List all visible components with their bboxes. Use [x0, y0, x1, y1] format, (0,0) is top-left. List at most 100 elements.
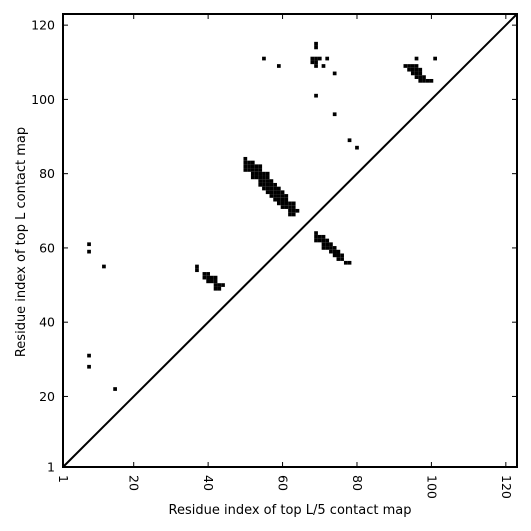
contact-point-l5: [195, 264, 199, 269]
contact-point-l: [291, 205, 296, 209]
contact-point-l: [250, 171, 255, 176]
contact-point-l: [265, 182, 270, 187]
contact-point-l: [332, 71, 337, 76]
contact-point-l5: [317, 238, 322, 243]
contact-point-l: [418, 78, 423, 83]
contact-point-l: [276, 194, 281, 198]
contact-point-l: [254, 175, 259, 180]
contact-point-l5: [321, 246, 326, 250]
contact-point-l: [284, 201, 289, 206]
contact-point-l: [280, 201, 285, 206]
y-tick-label: 20: [39, 389, 55, 404]
contact-point-l: [407, 64, 411, 68]
contact-point-l5: [332, 246, 337, 250]
y-tick-label: 1: [47, 460, 55, 475]
contact-point-l: [403, 64, 408, 68]
contact-point-l: [410, 67, 415, 72]
contact-point-l: [265, 175, 270, 180]
x-tick-label: 1: [56, 475, 71, 483]
contact-point-l: [269, 186, 274, 191]
contact-point-l: [276, 64, 281, 68]
x-tick-label: 120: [499, 475, 514, 499]
contact-point-l: [243, 168, 248, 172]
contact-point-l: [314, 64, 318, 68]
contact-point-l: [414, 71, 419, 76]
contact-point-l5: [217, 283, 222, 287]
contact-point-l: [258, 164, 263, 169]
contact-point-l: [273, 190, 277, 195]
contact-point-l: [276, 190, 281, 195]
contact-point-l5: [325, 238, 330, 243]
y-tick-label: 100: [31, 92, 55, 107]
contact-point-l: [288, 208, 292, 213]
contact-point-l: [291, 201, 296, 206]
contact-point-l: [433, 56, 437, 61]
contact-point-l5: [206, 272, 210, 276]
contact-point-l: [262, 186, 266, 191]
contact-point-l: [422, 78, 426, 83]
contact-point-l5: [213, 283, 218, 287]
contact-point-l5: [113, 387, 117, 391]
contact-point-l: [254, 171, 259, 176]
y-axis-title: Residue index of top L contact map: [14, 127, 29, 357]
contact-point-l: [269, 194, 274, 198]
contact-point-l5: [325, 246, 330, 250]
contact-point-l: [273, 194, 277, 198]
contact-point-l: [325, 56, 330, 61]
x-axis-title: Residue index of top L/5 contact map: [169, 503, 412, 518]
contact-point-l5: [325, 242, 330, 247]
y-tick-label: 120: [31, 18, 55, 33]
contact-point-l: [314, 60, 318, 65]
contact-point-l: [265, 190, 270, 195]
contact-point-l: [414, 75, 419, 79]
contact-point-l: [425, 78, 430, 83]
x-tick-label: 100: [424, 475, 439, 499]
contact-point-l5: [340, 257, 344, 261]
plot-frame: [62, 13, 518, 468]
contact-point-l5: [347, 260, 352, 265]
contact-point-l5: [343, 260, 348, 265]
contact-point-l5: [314, 238, 318, 243]
contact-point-l5: [206, 279, 210, 284]
x-tick-label: 80: [350, 475, 365, 491]
contact-point-l: [347, 138, 352, 143]
contact-point-l5: [87, 364, 91, 369]
contact-point-l: [273, 197, 277, 202]
contact-point-l: [262, 56, 266, 61]
y-tick-label: 40: [39, 315, 55, 330]
contact-point-l: [288, 212, 292, 217]
contact-point-l: [332, 112, 337, 117]
contact-point-l: [280, 205, 285, 209]
contact-point-l5: [321, 242, 326, 247]
x-tick-label: 60: [276, 475, 291, 491]
contact-point-l: [280, 197, 285, 202]
contact-point-l5: [329, 246, 333, 250]
contact-point-l5: [202, 272, 207, 276]
contact-point-l5: [314, 234, 318, 239]
contact-point-l5: [87, 242, 91, 247]
contact-point-l: [258, 168, 263, 172]
contact-point-l: [258, 175, 263, 180]
contact-point-l: [276, 186, 281, 191]
contact-point-l: [410, 71, 415, 76]
contact-point-l: [269, 182, 274, 187]
contact-point-l: [250, 175, 255, 180]
contact-point-l: [273, 182, 277, 187]
contact-point-l5: [340, 253, 344, 258]
contact-point-l: [314, 45, 318, 50]
contact-point-l5: [195, 268, 199, 273]
x-tick-label: 20: [127, 475, 142, 491]
contact-point-l: [269, 179, 274, 183]
contact-point-l: [295, 208, 300, 213]
contact-point-l5: [213, 279, 218, 284]
diagonal-line: [62, 13, 518, 468]
contact-point-l: [407, 67, 411, 72]
contact-point-l5: [206, 275, 210, 280]
contact-point-l5: [209, 279, 214, 284]
contact-point-l5: [321, 234, 326, 239]
contact-point-l: [262, 179, 266, 183]
contact-point-l: [262, 171, 266, 176]
contact-point-l: [314, 41, 318, 46]
contact-point-l: [276, 197, 281, 202]
contact-point-l: [262, 182, 266, 187]
